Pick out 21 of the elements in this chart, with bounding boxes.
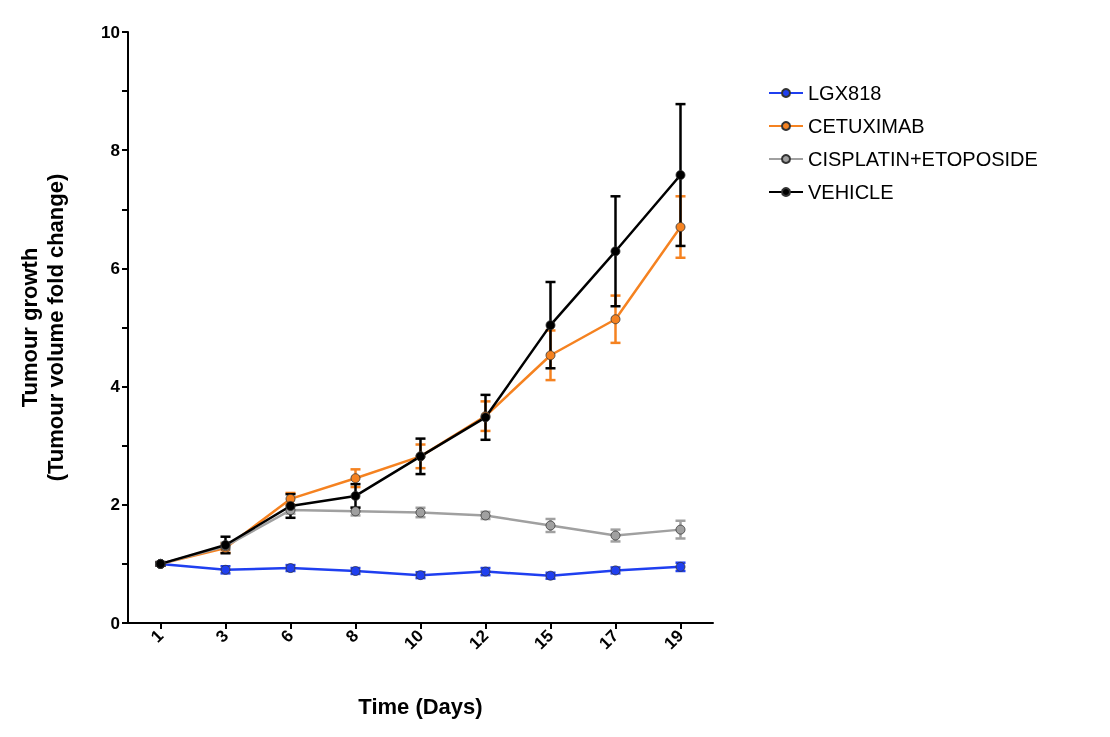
legend-label: CISPLATIN+ETOPOSIDE bbox=[808, 148, 1038, 170]
legend-label: CETUXIMAB bbox=[808, 115, 925, 137]
x-tick-label: 10 bbox=[400, 626, 428, 654]
x-tick-label: 15 bbox=[530, 626, 558, 654]
legend-label: LGX818 bbox=[808, 82, 882, 104]
y-tick-label: 8 bbox=[110, 140, 120, 160]
x-tick-label: 8 bbox=[342, 626, 363, 647]
x-tick-label: 12 bbox=[465, 626, 493, 654]
y-tick-label: 6 bbox=[110, 258, 120, 278]
x-tick-label: 19 bbox=[660, 626, 688, 654]
y-tick-label: 4 bbox=[110, 377, 121, 397]
y-axis-title: Tumour growth (Tumour volume fold change) bbox=[16, 173, 68, 482]
x-tick-label: 3 bbox=[212, 626, 233, 647]
y-tick-label: 10 bbox=[101, 22, 120, 42]
x-tick-label: 6 bbox=[277, 626, 298, 647]
x-axis-title: Time (Days) bbox=[358, 693, 483, 719]
legend-label: VEHICLE bbox=[808, 181, 894, 203]
x-tick-label: 1 bbox=[147, 626, 168, 647]
y-tick-label: 2 bbox=[110, 495, 120, 515]
y-tick-label: 0 bbox=[110, 613, 120, 633]
x-tick-label: 17 bbox=[595, 626, 623, 654]
